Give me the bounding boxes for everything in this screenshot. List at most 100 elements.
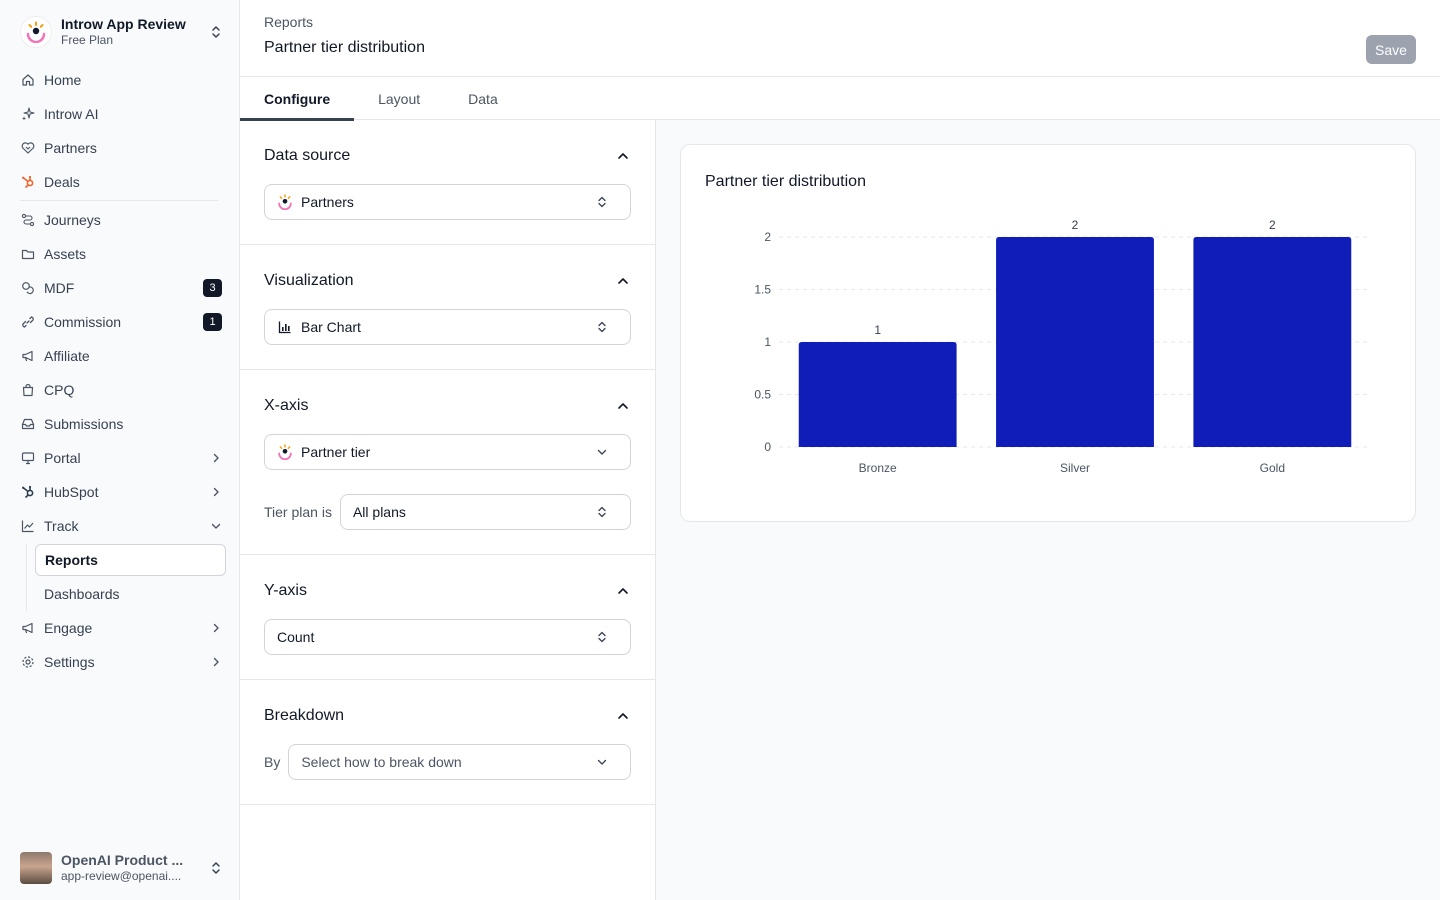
x-tick-label: Bronze bbox=[859, 461, 897, 475]
chevron-up-icon[interactable] bbox=[615, 583, 631, 599]
sidebar-item-partners[interactable]: Partners bbox=[14, 131, 226, 165]
data-source-select[interactable]: Partners bbox=[264, 184, 631, 220]
data-label: 2 bbox=[1269, 218, 1276, 232]
tier-plan-filter: Tier plan is All plans bbox=[264, 494, 631, 530]
breakdown-header[interactable]: Breakdown bbox=[264, 704, 631, 728]
chevron-down-icon bbox=[594, 754, 610, 770]
sidebar-item-engage[interactable]: Engage bbox=[14, 611, 226, 645]
tab-layout[interactable]: Layout bbox=[378, 90, 421, 107]
tab-configure[interactable]: Configure bbox=[240, 77, 355, 121]
chevron-up-icon[interactable] bbox=[615, 708, 631, 724]
sidebar-item-submissions[interactable]: Submissions bbox=[14, 407, 226, 441]
sidebar-item-label: Introw AI bbox=[44, 106, 99, 122]
sidebar-item-label: Submissions bbox=[44, 416, 124, 432]
y-tick-label: 0.5 bbox=[754, 388, 771, 402]
home-icon bbox=[20, 72, 36, 88]
sidebar-item-label: HubSpot bbox=[44, 484, 99, 500]
sidebar-item-commission[interactable]: Commission 1 bbox=[14, 305, 226, 339]
sidebar-item-mdf[interactable]: MDF 3 bbox=[14, 271, 226, 305]
sidebar: Introw App Review Free Plan Home Introw … bbox=[0, 0, 240, 900]
select-value: Count bbox=[277, 629, 315, 645]
sidebar-item-portal[interactable]: Portal bbox=[14, 441, 226, 475]
chevron-right-icon bbox=[208, 654, 224, 670]
sidebar-item-label: Reports bbox=[45, 552, 98, 568]
breakdown-select[interactable]: Select how to break down bbox=[288, 744, 631, 780]
sidebar-item-hubspot[interactable]: HubSpot bbox=[14, 475, 226, 509]
chevron-right-icon bbox=[208, 450, 224, 466]
org-switcher[interactable]: Introw App Review Free Plan bbox=[20, 14, 224, 50]
x-axis-header[interactable]: X-axis bbox=[264, 394, 631, 418]
sidebar-item-reports[interactable]: Reports bbox=[35, 544, 226, 576]
chart-title: Partner tier distribution bbox=[705, 173, 866, 190]
y-axis-select[interactable]: Count bbox=[264, 619, 631, 655]
page-header: Reports Partner tier distribution Save bbox=[240, 0, 1440, 77]
sparkle-icon bbox=[20, 106, 36, 122]
x-axis-section: X-axis Partner tier Tier plan is All pla… bbox=[240, 370, 655, 555]
breakdown-section: Breakdown By Select how to break down bbox=[240, 680, 655, 805]
x-tick-label: Gold bbox=[1260, 461, 1285, 475]
chevron-up-icon[interactable] bbox=[615, 148, 631, 164]
visualization-select[interactable]: Bar Chart bbox=[264, 309, 631, 345]
chevron-up-down-icon bbox=[594, 504, 610, 520]
breadcrumb[interactable]: Reports bbox=[264, 14, 314, 30]
chevron-up-icon[interactable] bbox=[615, 398, 631, 414]
tier-plan-select[interactable]: All plans bbox=[339, 494, 631, 530]
sidebar-item-deals[interactable]: Deals bbox=[14, 165, 226, 199]
sidebar-nav: Home Introw AI Partners Deals Journeys bbox=[14, 63, 226, 679]
data-label: 1 bbox=[874, 323, 881, 337]
y-axis-section: Y-axis Count bbox=[240, 555, 655, 680]
chevron-up-down-icon[interactable] bbox=[208, 24, 224, 40]
user-menu[interactable]: OpenAI Product ... app-review@openai.... bbox=[20, 851, 224, 885]
sidebar-item-settings[interactable]: Settings bbox=[14, 645, 226, 679]
hubspot-icon bbox=[20, 174, 36, 190]
gear-icon bbox=[20, 654, 36, 670]
user-email: app-review@openai.... bbox=[61, 869, 182, 883]
sidebar-item-label: Home bbox=[44, 72, 82, 88]
sidebar-item-introw-ai[interactable]: Introw AI bbox=[14, 97, 226, 131]
data-label: 2 bbox=[1072, 218, 1079, 232]
tab-bar: Configure Layout Data bbox=[240, 77, 1440, 121]
chevron-up-down-icon bbox=[594, 629, 610, 645]
save-button[interactable]: Save bbox=[1366, 35, 1416, 64]
sidebar-item-journeys[interactable]: Journeys bbox=[14, 203, 226, 237]
select-value: Bar Chart bbox=[301, 319, 361, 335]
select-value: Partner tier bbox=[301, 444, 371, 460]
visualization-header[interactable]: Visualization bbox=[264, 269, 631, 293]
chevron-right-icon bbox=[208, 484, 224, 500]
introw-logo-icon bbox=[277, 444, 293, 460]
tab-data[interactable]: Data bbox=[468, 90, 498, 107]
sidebar-item-label: Engage bbox=[44, 620, 93, 636]
select-value: All plans bbox=[352, 504, 406, 520]
data-source-header[interactable]: Data source bbox=[264, 144, 631, 168]
chevron-down-icon bbox=[208, 518, 224, 534]
bar bbox=[798, 342, 957, 447]
sidebar-item-track[interactable]: Track bbox=[14, 509, 226, 543]
y-tick-label: 1 bbox=[764, 335, 771, 349]
sidebar-item-label: MDF bbox=[44, 280, 75, 296]
chevron-up-icon[interactable] bbox=[615, 273, 631, 289]
x-tick-label: Silver bbox=[1060, 461, 1090, 475]
sidebar-item-label: Track bbox=[44, 518, 79, 534]
preview-panel: Partner tier distribution 0 0.5 1 1.5 2 1 Bron… bbox=[656, 120, 1440, 900]
inbox-icon bbox=[20, 416, 36, 432]
breakdown-row: By Select how to break down bbox=[264, 744, 631, 780]
x-axis-select[interactable]: Partner tier bbox=[264, 434, 631, 470]
main-area: Reports Partner tier distribution Save C… bbox=[240, 0, 1440, 900]
data-source-section: Data source Partners bbox=[240, 120, 655, 245]
coins-icon bbox=[20, 280, 36, 296]
sidebar-item-cpq[interactable]: CPQ bbox=[14, 373, 226, 407]
y-axis-header[interactable]: Y-axis bbox=[264, 579, 631, 603]
sidebar-item-home[interactable]: Home bbox=[14, 63, 226, 97]
hubspot-icon bbox=[20, 484, 36, 500]
sidebar-item-assets[interactable]: Assets bbox=[14, 237, 226, 271]
folder-icon bbox=[20, 246, 36, 262]
chevron-up-down-icon bbox=[594, 194, 610, 210]
sidebar-item-label: Deals bbox=[44, 174, 80, 190]
content-area: Data source Partners Visualization bbox=[240, 120, 1440, 900]
sidebar-item-label: Journeys bbox=[44, 212, 101, 228]
sidebar-item-affiliate[interactable]: Affiliate bbox=[14, 339, 226, 373]
sidebar-item-dashboards[interactable]: Dashboards bbox=[35, 577, 226, 611]
chevron-up-down-icon[interactable] bbox=[208, 860, 224, 876]
line-chart-icon bbox=[20, 518, 36, 534]
org-plan: Free Plan bbox=[61, 33, 114, 47]
